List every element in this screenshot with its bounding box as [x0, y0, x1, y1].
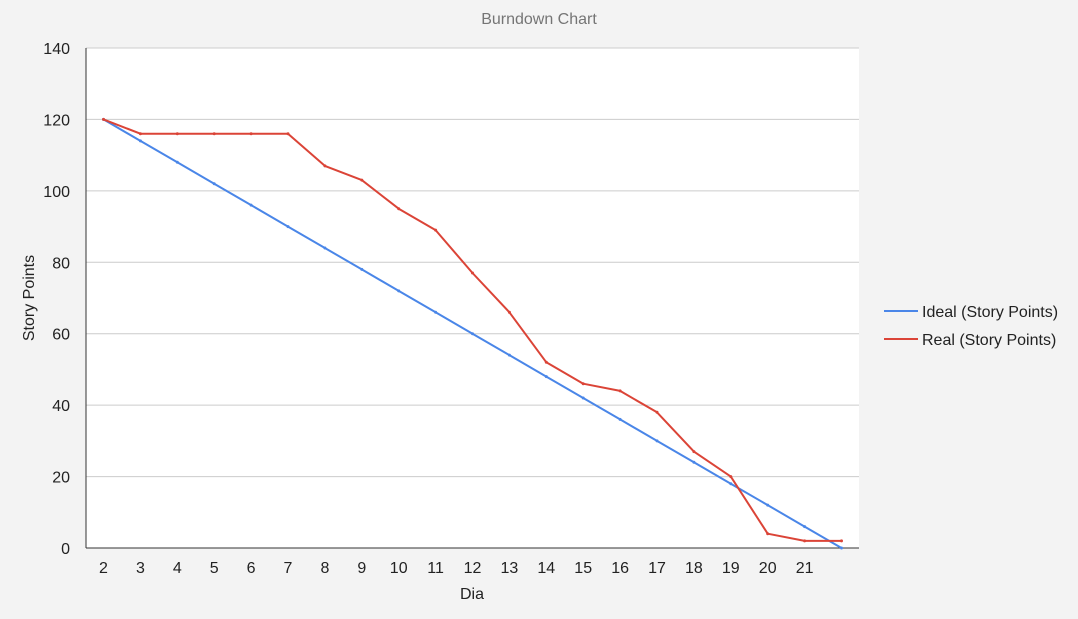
data-point [507, 353, 511, 357]
data-point [397, 207, 401, 211]
y-tick-label: 120 [43, 112, 70, 129]
x-tick-label: 17 [648, 560, 666, 577]
data-point [397, 289, 401, 293]
x-tick-label: 16 [611, 560, 629, 577]
data-point [544, 375, 548, 379]
x-tick-label: 4 [173, 560, 182, 577]
data-point [471, 271, 474, 275]
x-tick-label: 5 [210, 560, 219, 577]
data-point [138, 132, 142, 136]
data-point [692, 450, 696, 454]
data-point [729, 482, 733, 486]
x-tick-label: 12 [464, 560, 482, 577]
x-tick-label: 14 [537, 560, 555, 577]
data-point [581, 396, 585, 400]
legend-label: Ideal (Story Points) [922, 304, 1058, 321]
data-point [323, 164, 327, 168]
data-point [138, 139, 142, 143]
data-point [175, 132, 179, 136]
data-point [618, 389, 622, 393]
data-point [249, 203, 253, 207]
data-point [840, 539, 843, 543]
data-point [507, 310, 511, 314]
y-axis-label: Story Points [21, 255, 38, 341]
legend: Ideal (Story Points) Real (Story Points) [884, 304, 1058, 349]
data-point [803, 525, 807, 529]
data-point [803, 539, 807, 543]
y-tick-label: 100 [43, 184, 70, 201]
x-tick-label: 18 [685, 560, 703, 577]
data-point [581, 382, 585, 386]
data-point [840, 546, 843, 550]
data-point [729, 475, 733, 479]
chart-title: Burndown Chart [481, 11, 597, 28]
data-point [286, 132, 290, 136]
data-point [692, 460, 696, 464]
data-point [175, 160, 179, 164]
x-tick-label: 6 [247, 560, 256, 577]
x-tick-label: 2 [99, 560, 108, 577]
data-point [212, 182, 216, 186]
x-tick-label: 3 [136, 560, 145, 577]
data-point [655, 439, 659, 443]
y-tick-label: 40 [52, 398, 70, 415]
x-tick-label: 13 [501, 560, 519, 577]
data-point [102, 117, 105, 121]
x-tick-label: 8 [320, 560, 329, 577]
x-tick-label: 20 [759, 560, 777, 577]
data-point [323, 246, 327, 250]
legend-label: Real (Story Points) [922, 332, 1056, 349]
data-point [434, 228, 438, 232]
y-tick-label: 80 [52, 255, 70, 272]
x-tick-label: 7 [284, 560, 293, 577]
data-point [286, 225, 290, 229]
data-point [544, 360, 548, 364]
data-point [618, 417, 622, 421]
x-tick-label: 11 [427, 560, 444, 577]
data-point [360, 267, 364, 271]
x-tick-label: 19 [722, 560, 740, 577]
data-point [766, 532, 770, 536]
data-point [655, 410, 659, 414]
x-axis-label: Dia [460, 586, 484, 603]
data-point [434, 310, 438, 314]
x-tick-label: 15 [574, 560, 592, 577]
y-tick-label: 60 [52, 327, 70, 344]
x-tick-label: 21 [796, 560, 814, 577]
plot-area [86, 48, 859, 548]
data-point [249, 132, 253, 136]
x-tick-label: 10 [390, 560, 408, 577]
data-point [766, 503, 770, 507]
y-tick-label: 140 [43, 41, 70, 58]
y-tick-label: 0 [61, 541, 70, 558]
data-point [360, 178, 364, 182]
data-point [212, 132, 216, 136]
y-tick-label: 20 [52, 470, 70, 487]
data-point [471, 332, 474, 336]
x-tick-label: 9 [357, 560, 366, 577]
